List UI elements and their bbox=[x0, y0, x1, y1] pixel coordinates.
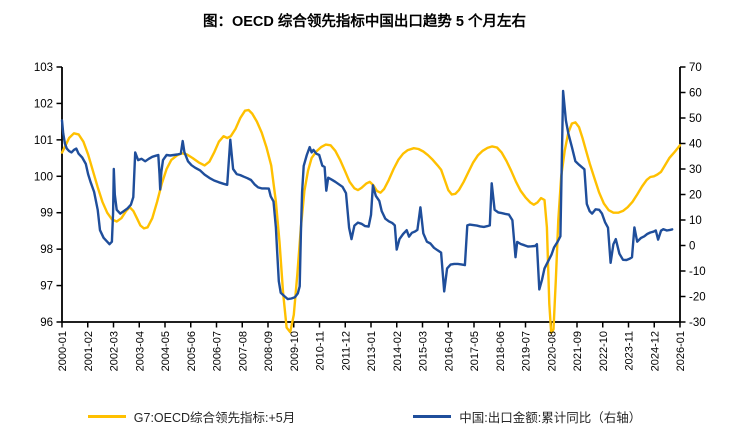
series-layer bbox=[60, 89, 682, 334]
svg-text:-20: -20 bbox=[689, 292, 706, 304]
svg-text:2026-01: 2026-01 bbox=[675, 331, 687, 371]
svg-text:20: 20 bbox=[689, 190, 702, 202]
svg-text:2021-09: 2021-09 bbox=[572, 331, 584, 371]
svg-text:2005-06: 2005-06 bbox=[186, 331, 198, 371]
svg-text:2014-02: 2014-02 bbox=[392, 331, 404, 371]
svg-text:10: 10 bbox=[689, 215, 702, 227]
svg-text:-10: -10 bbox=[689, 266, 706, 278]
legend-item-china: 中国:出口金额:累计同比（右轴） bbox=[413, 407, 641, 426]
svg-text:-30: -30 bbox=[689, 317, 706, 329]
svg-text:2024-12: 2024-12 bbox=[649, 331, 661, 371]
svg-text:70: 70 bbox=[689, 62, 702, 74]
svg-text:40: 40 bbox=[689, 139, 702, 151]
svg-text:2019-07: 2019-07 bbox=[521, 331, 533, 371]
svg-text:102: 102 bbox=[34, 98, 53, 110]
svg-text:2022-10: 2022-10 bbox=[598, 331, 610, 371]
legend-label-china: 中国:出口金额:累计同比（右轴） bbox=[459, 411, 642, 425]
chart-legend: G7:OECD综合领先指标:+5月 中国:出口金额:累计同比（右轴） bbox=[0, 407, 729, 426]
svg-text:2015-03: 2015-03 bbox=[418, 331, 430, 371]
svg-text:0: 0 bbox=[689, 241, 695, 253]
chart-title: 图：OECD 综合领先指标中国出口趋势 5 个月左右 bbox=[202, 14, 527, 30]
axis-labels-layer: 96 97 98 99 100 101 102 103 -30 -20 -10 0 10 20 30 40 50… bbox=[34, 62, 706, 371]
svg-text:50: 50 bbox=[689, 113, 702, 125]
svg-text:2011-12: 2011-12 bbox=[340, 331, 352, 371]
svg-text:2007-08: 2007-08 bbox=[237, 331, 249, 371]
svg-text:2013-01: 2013-01 bbox=[366, 331, 378, 371]
legend-swatch-china-line bbox=[413, 415, 452, 418]
svg-text:2010-11: 2010-11 bbox=[315, 331, 327, 371]
svg-text:100: 100 bbox=[34, 171, 53, 183]
svg-text:2023-11: 2023-11 bbox=[624, 331, 636, 371]
axes-layer bbox=[56, 66, 686, 328]
svg-text:98: 98 bbox=[40, 244, 53, 256]
svg-text:103: 103 bbox=[34, 62, 53, 74]
svg-text:2009-10: 2009-10 bbox=[289, 331, 301, 371]
svg-text:2018-06: 2018-06 bbox=[495, 331, 507, 371]
svg-text:2002-03: 2002-03 bbox=[109, 331, 121, 371]
svg-text:2001-02: 2001-02 bbox=[83, 331, 95, 371]
svg-text:2000-01: 2000-01 bbox=[57, 331, 69, 371]
svg-text:101: 101 bbox=[34, 135, 53, 147]
legend-label-g7: G7:OECD综合领先指标:+5月 bbox=[133, 411, 296, 425]
svg-text:2003-04: 2003-04 bbox=[134, 331, 146, 371]
svg-text:30: 30 bbox=[689, 164, 702, 176]
legend-swatch-g7-line bbox=[87, 415, 126, 418]
svg-text:2006-07: 2006-07 bbox=[212, 331, 224, 371]
svg-text:97: 97 bbox=[40, 281, 53, 293]
svg-text:2016-04: 2016-04 bbox=[443, 331, 455, 371]
svg-text:2020-08: 2020-08 bbox=[546, 331, 558, 371]
svg-text:2008-09: 2008-09 bbox=[263, 331, 275, 371]
svg-text:99: 99 bbox=[40, 208, 53, 220]
svg-text:96: 96 bbox=[40, 317, 53, 329]
svg-text:2004-05: 2004-05 bbox=[160, 331, 172, 371]
svg-text:2017-05: 2017-05 bbox=[469, 331, 481, 371]
svg-text:60: 60 bbox=[689, 88, 702, 100]
chart-canvas: 96 97 98 99 100 101 102 103 -30 -20 -10 0 10 20 30 40 50… bbox=[34, 62, 706, 371]
legend-item-g7: G7:OECD综合领先指标:+5月 bbox=[87, 407, 296, 426]
